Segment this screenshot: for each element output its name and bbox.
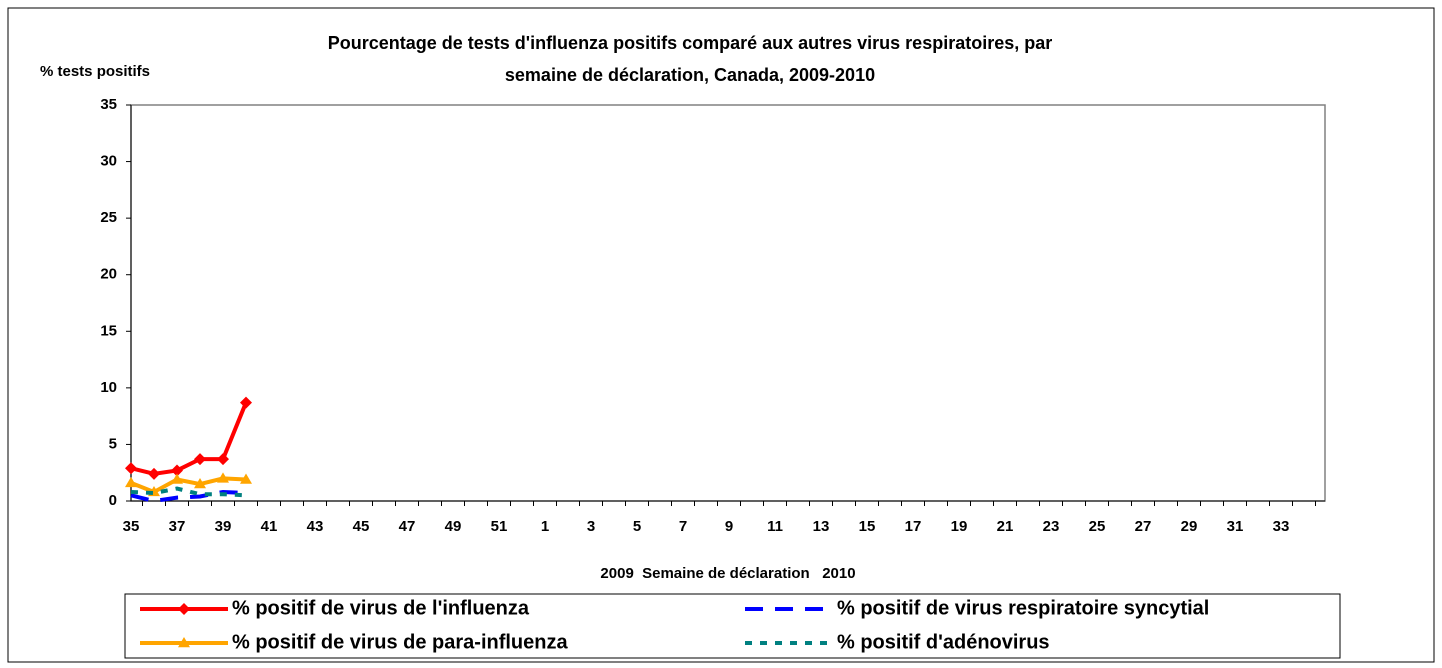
x-axis-label: 2009 Semaine de déclaration 2010 [600,565,855,582]
marker [148,467,160,480]
marker [125,462,137,475]
y-tick-label: 20 [100,266,117,283]
marker [178,603,190,615]
x-tick-label: 3 [587,518,595,535]
y-tick-label: 15 [100,322,117,339]
x-tick-label: 19 [951,518,968,535]
y-tick-label: 35 [100,96,117,113]
marker [240,396,252,409]
x-tick-label: 1 [541,518,549,535]
y-tick-label: 25 [100,209,117,226]
x-tick-label: 31 [1227,518,1244,535]
legend-label: % positif d'adénovirus [837,631,1050,653]
marker [240,473,252,484]
x-tick-label: 45 [353,518,370,535]
x-tick-label: 47 [399,518,416,535]
x-tick-label: 35 [123,518,140,535]
series-line [130,476,247,495]
marker [217,472,229,483]
x-tick-label: 49 [445,518,462,535]
x-tick-label: 51 [491,518,508,535]
marker [125,476,137,488]
series-line [130,489,247,504]
x-tick-label: 39 [215,518,232,535]
legend-box [124,593,1341,659]
marker [194,478,206,489]
x-tick-label: 9 [725,518,733,535]
x-tick-label: 23 [1043,518,1060,535]
x-tick-label: 25 [1089,518,1106,535]
y-tick-label: 30 [100,153,117,170]
marker [171,473,183,484]
x-tick-label: 11 [767,518,783,535]
chart-title: Pourcentage de tests d'influenza positif… [328,33,1053,53]
y-axis-label: % tests positifs [40,63,150,80]
y-tick-label: 10 [100,379,117,396]
x-tick-label: 43 [307,518,324,535]
plot-area [130,104,1326,502]
marker [217,453,229,466]
x-tick-label: 21 [997,518,1014,535]
x-tick-label: 7 [679,518,687,535]
x-tick-label: 5 [633,518,641,535]
legend-label: % positif de virus respiratoire syncytia… [837,597,1209,619]
y-tick-label: 0 [109,492,117,509]
marker [194,453,206,466]
marker [178,637,190,648]
marker [171,464,183,477]
x-tick-label: 27 [1135,518,1152,535]
y-tick-label: 5 [109,435,117,452]
series-line [130,486,247,498]
x-tick-label: 29 [1181,518,1198,535]
legend-label: % positif de virus de para-influenza [232,631,568,653]
x-tick-label: 17 [905,518,922,535]
x-tick-label: 13 [813,518,830,535]
x-tick-label: 41 [261,518,278,535]
chart-title: semaine de déclaration, Canada, 2009-201… [505,65,875,85]
legend-label: % positif de virus de l'influenza [232,597,530,619]
x-tick-label: 15 [859,518,876,535]
x-tick-label: 37 [169,518,186,535]
x-tick-label: 33 [1273,518,1290,535]
